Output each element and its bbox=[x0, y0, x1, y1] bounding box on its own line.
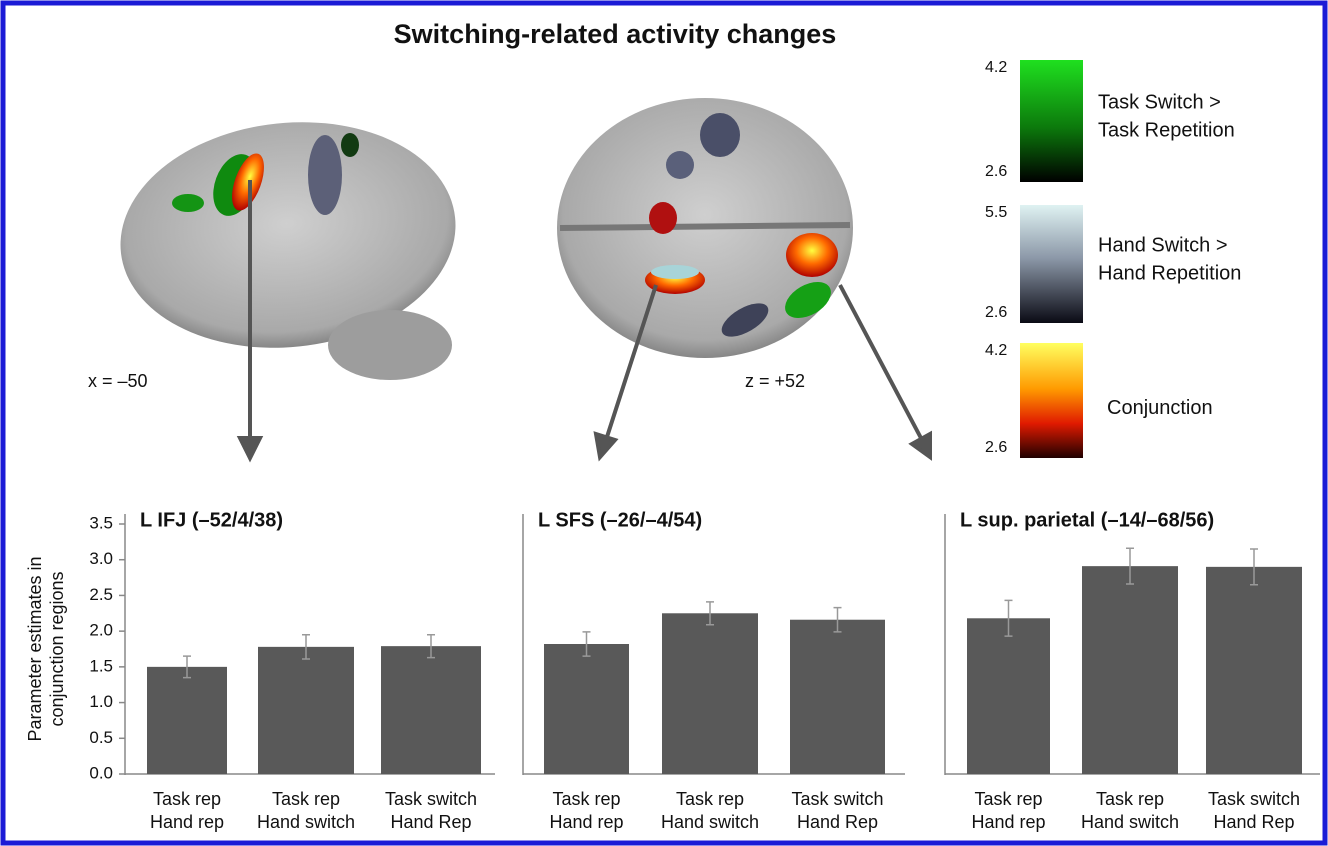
x-tick-label: Hand rep bbox=[549, 812, 623, 832]
x-tick-label: Hand rep bbox=[971, 812, 1045, 832]
x-tick-label: Hand switch bbox=[1081, 812, 1179, 832]
x-tick-label: Hand Rep bbox=[390, 812, 471, 832]
chart-title: L IFJ (–52/4/38) bbox=[140, 509, 283, 531]
y-tick-label: 2.5 bbox=[89, 585, 113, 604]
y-tick-label: 0.0 bbox=[89, 763, 113, 782]
slice-label: z = +52 bbox=[745, 371, 805, 391]
x-tick-label: Hand switch bbox=[661, 812, 759, 832]
colorbar-max: 4.2 bbox=[985, 342, 1007, 359]
colorbar-label: Hand Repetition bbox=[1098, 262, 1241, 284]
colorbar bbox=[1020, 60, 1083, 182]
y-tick-label: 3.0 bbox=[89, 549, 113, 568]
x-tick-label: Task rep bbox=[974, 789, 1042, 809]
x-tick-label: Task rep bbox=[153, 789, 221, 809]
axial-brain bbox=[557, 98, 853, 358]
error-bar bbox=[183, 655, 191, 679]
colorbar-max: 5.5 bbox=[985, 204, 1007, 221]
colorbar-min: 2.6 bbox=[985, 163, 1007, 180]
sagittal-brain bbox=[120, 122, 456, 380]
y-tick-label: 1.0 bbox=[89, 692, 113, 711]
chart-title: L SFS (–26/–4/54) bbox=[538, 509, 702, 531]
x-tick-label: Task switch bbox=[1208, 789, 1300, 809]
x-tick-label: Task rep bbox=[1096, 789, 1164, 809]
bar bbox=[967, 618, 1050, 774]
x-tick-label: Hand Rep bbox=[797, 812, 878, 832]
colorbar-label: Task Switch > bbox=[1098, 91, 1221, 113]
error-bar bbox=[302, 633, 310, 660]
y-axis-label: Parameter estimates in bbox=[25, 556, 45, 741]
error-bar bbox=[1004, 599, 1013, 637]
bar bbox=[544, 644, 629, 774]
bar bbox=[258, 646, 354, 774]
colorbar bbox=[1020, 343, 1083, 458]
error-bar bbox=[582, 631, 591, 657]
chart-title: L sup. parietal (–14/–68/56) bbox=[960, 509, 1214, 531]
x-tick-label: Task rep bbox=[552, 789, 620, 809]
y-tick-label: 1.5 bbox=[89, 656, 113, 675]
bar bbox=[147, 666, 227, 774]
bar bbox=[381, 646, 481, 774]
error-bar bbox=[833, 606, 842, 633]
x-tick-label: Task switch bbox=[385, 789, 477, 809]
error-bar bbox=[1126, 547, 1134, 585]
x-tick-label: Task switch bbox=[791, 789, 883, 809]
colorbar-label: Hand Switch > bbox=[1098, 234, 1228, 256]
bar bbox=[1082, 566, 1178, 774]
slice-label: x = –50 bbox=[88, 371, 148, 391]
error-bar bbox=[427, 633, 435, 659]
x-tick-label: Hand switch bbox=[257, 812, 355, 832]
x-tick-label: Hand Rep bbox=[1213, 812, 1294, 832]
x-tick-label: Task rep bbox=[272, 789, 340, 809]
y-axis-label: conjunction regions bbox=[47, 571, 67, 726]
colorbar-min: 2.6 bbox=[985, 304, 1007, 321]
colorbar-min: 2.6 bbox=[985, 439, 1007, 456]
error-bar bbox=[1250, 548, 1258, 586]
colorbar-max: 4.2 bbox=[985, 59, 1007, 76]
colorbar-label: Task Repetition bbox=[1098, 119, 1235, 141]
y-tick-label: 3.5 bbox=[89, 513, 113, 532]
y-tick-label: 2.0 bbox=[89, 621, 113, 640]
x-tick-label: Hand rep bbox=[150, 812, 224, 832]
colorbar bbox=[1020, 205, 1083, 323]
error-bar bbox=[706, 601, 714, 626]
bar bbox=[1206, 566, 1302, 774]
figure-title: Switching-related activity changes bbox=[394, 19, 837, 49]
bar bbox=[662, 613, 758, 774]
bar bbox=[790, 619, 885, 774]
colorbar-label: Conjunction bbox=[1107, 397, 1213, 419]
arrows bbox=[236, 180, 932, 463]
y-tick-label: 0.5 bbox=[89, 728, 113, 747]
x-tick-label: Task rep bbox=[676, 789, 744, 809]
